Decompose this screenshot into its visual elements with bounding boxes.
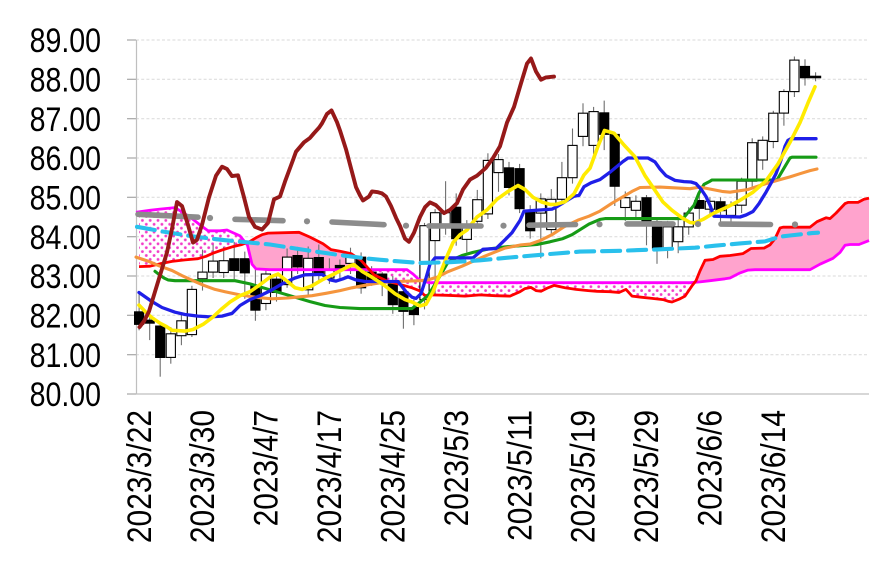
svg-text:2023/5/3: 2023/5/3 [437,410,475,526]
svg-text:84.00: 84.00 [30,219,101,257]
svg-text:2023/3/30: 2023/3/30 [183,410,221,543]
svg-text:83.00: 83.00 [30,258,101,296]
svg-text:2023/3/22: 2023/3/22 [120,410,158,543]
svg-text:2023/5/19: 2023/5/19 [564,410,602,543]
svg-text:2023/4/7: 2023/4/7 [247,410,285,526]
svg-text:2023/5/11: 2023/5/11 [500,410,538,541]
svg-text:2023/4/17: 2023/4/17 [310,410,348,543]
svg-text:89.00: 89.00 [30,22,101,60]
svg-text:85.00: 85.00 [30,179,101,217]
svg-text:87.00: 87.00 [30,101,101,139]
svg-text:2023/4/25: 2023/4/25 [374,410,412,543]
svg-text:88.00: 88.00 [30,61,101,99]
svg-text:80.00: 80.00 [30,376,101,414]
svg-text:2023/6/14: 2023/6/14 [754,410,792,543]
svg-text:86.00: 86.00 [30,140,101,178]
svg-text:2023/5/29: 2023/5/29 [627,410,665,543]
svg-text:82.00: 82.00 [30,297,101,335]
svg-text:2023/6/6: 2023/6/6 [691,410,729,526]
svg-text:81.00: 81.00 [30,337,101,375]
